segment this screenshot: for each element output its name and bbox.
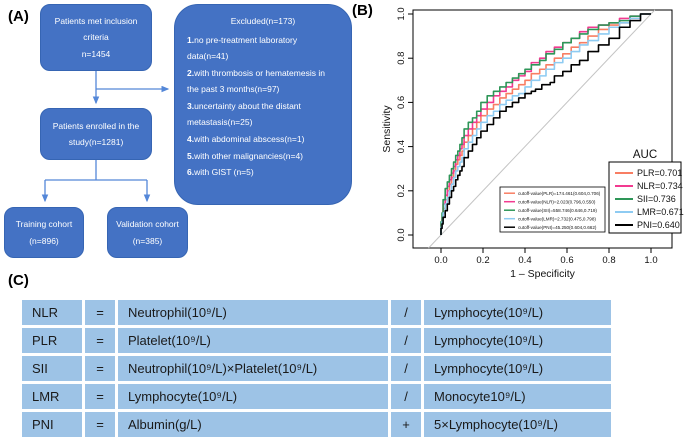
formula-cell-eq: =	[85, 384, 115, 409]
formula-cell-part1: Lymphocyte(10⁹/L)	[118, 384, 388, 409]
y-tick-label: 0.6	[396, 96, 407, 109]
flow-box-line: (n=896)	[29, 235, 59, 246]
formula-cell-eq: =	[85, 300, 115, 325]
cutoff-legend-label-NLR: cutoff-value(NLR)=2.023(0.796,0.550)	[518, 200, 596, 205]
flow-box-training: Training cohort (n=896)	[4, 207, 84, 258]
y-axis-label: Sensitivity	[381, 105, 393, 153]
formula-cell-part1: Neutrophil(10⁹/L)	[118, 300, 388, 325]
formula-cell-part2: 5×Lymphocyte(10⁹/L)	[424, 412, 611, 437]
x-tick-label: 0.8	[602, 255, 615, 266]
roc-chart: 0.0 0.2 0.4 0.6 0.8 1.0 0.0 0.2 0.4 0.6 0.8 1.0 1 – …	[381, 7, 684, 280]
formula-cell-op: /	[391, 300, 421, 325]
formula-cell-part2: Lymphocyte(10⁹/L)	[424, 328, 611, 353]
formula-cell-part2: Lymphocyte(10⁹/L)	[424, 300, 611, 325]
formula-cell-term: LMR	[22, 384, 82, 409]
y-tick-label: 0.4	[396, 140, 407, 153]
panel-b-label: (B)	[352, 2, 373, 19]
formula-cell-part1: Platelet(10⁹/L)	[118, 328, 388, 353]
auc-legend-label-LMR: LMR=0.671	[637, 207, 684, 217]
formula-cell-eq: =	[85, 356, 115, 381]
excluded-list: 1.no pre-treatment laboratory data(n=41)…	[187, 32, 339, 181]
cutoff-legend-label-LMR: cutoff-value(LMR)=2.732(0.475,0.798)	[518, 217, 596, 222]
diagonal-reference-line	[428, 9, 656, 249]
formula-cell-eq: =	[85, 328, 115, 353]
excluded-item: 2.with thrombosis or hematemesis in the …	[187, 67, 325, 95]
flow-box-excluded: Excluded(n=173) 1.no pre-treatment labor…	[174, 4, 352, 205]
formula-table: NLR = Neutrophil(10⁹/L) / Lymphocyte(10⁹/L) P…	[22, 300, 611, 437]
cutoff-legend-label-PLR: cutoff-value(PLR)=174.461(0.604,0.706)	[518, 191, 601, 196]
x-tick-label: 0.2	[476, 255, 489, 266]
roc-curve-PLR	[440, 13, 651, 235]
flow-box-line: Training cohort	[15, 219, 73, 230]
x-tick-label: 0.6	[560, 255, 573, 266]
flow-box-line: Validation cohort	[116, 219, 179, 230]
formula-cell-part1: Albumin(g/L)	[118, 412, 388, 437]
flow-box-validation: Validation cohort (n=385)	[107, 207, 188, 258]
plot-box	[412, 9, 673, 249]
formula-cell-part2: Monocyte10⁹/L)	[424, 384, 611, 409]
auc-legend-label-SII: SII=0.736	[637, 194, 676, 204]
roc-curve-SII	[440, 13, 651, 235]
formula-cell-term: NLR	[22, 300, 82, 325]
formula-cell-part2: Lymphocyte(10⁹/L)	[424, 356, 611, 381]
flow-box-line: study(n=1281)	[68, 137, 124, 147]
x-axis-label: 1 – Specificity	[510, 268, 576, 280]
auc-legend-label-PNI: PNI=0.640	[637, 220, 680, 230]
formula-cell-term: PNI	[22, 412, 82, 437]
flow-box-line: (n=385)	[132, 235, 163, 246]
cutoff-legend-label-PNI: cutoff-value(PNI)=45.250(0.604,0.662)	[518, 225, 597, 230]
y-tick-label: 1.0	[396, 7, 407, 20]
auc-legend-label-NLR: NLR=0.734	[637, 181, 683, 191]
auc-legend-label-PLR: PLR=0.701	[637, 168, 682, 178]
flow-box-enrolled: Patients enrolled in the study(n=1281)	[40, 108, 152, 160]
roc-curve-PNI	[440, 13, 651, 235]
formula-cell-part1: Neutrophil(10⁹/L)×Platelet(10⁹/L)	[118, 356, 388, 381]
formula-cell-eq: =	[85, 412, 115, 437]
panel-c-label: (C)	[8, 272, 29, 289]
x-tick-label: 0.4	[518, 255, 531, 266]
y-tick-label: 0.0	[396, 228, 407, 241]
x-tick-label: 0.0	[434, 255, 447, 266]
panel-a-label: (A)	[8, 8, 29, 25]
cutoff-legend-label-SII: cutoff-value(SII)=558.746(0.646,0.719)	[518, 208, 597, 213]
flow-box-inclusion: Patients met inclusion criteria n=1454	[40, 4, 152, 71]
flow-box-line: n=1454	[81, 48, 111, 59]
roc-curve-LMR	[440, 13, 651, 235]
formula-cell-term: SII	[22, 356, 82, 381]
flow-box-line: Patients enrolled in the	[52, 120, 140, 131]
cutoff-legend-box	[499, 186, 606, 233]
excluded-item: 3.uncertainty about the distant metastas…	[187, 100, 301, 128]
excluded-item: 5.with other malignancies(n=4)	[187, 150, 303, 161]
formula-cell-op: /	[391, 356, 421, 381]
formula-cell-term: PLR	[22, 328, 82, 353]
excluded-item: 4.with abdominal abscess(n=1)	[187, 133, 305, 144]
excluded-item: 1.no pre-treatment laboratory data(n=41)	[187, 34, 298, 62]
formula-cell-op: /	[391, 384, 421, 409]
flow-box-line: Patients met inclusion	[54, 16, 138, 27]
y-tick-label: 0.2	[396, 184, 407, 197]
auc-legend-title: AUC	[633, 149, 657, 161]
flow-box-line: criteria	[83, 32, 109, 43]
excluded-title: Excluded(n=173)	[230, 16, 296, 26]
y-tick-label: 0.8	[396, 52, 407, 65]
formula-cell-op: +	[391, 412, 421, 437]
formula-cell-op: /	[391, 328, 421, 353]
excluded-item: 6.with GIST (n=5)	[187, 167, 254, 178]
x-tick-label: 1.0	[644, 255, 657, 266]
